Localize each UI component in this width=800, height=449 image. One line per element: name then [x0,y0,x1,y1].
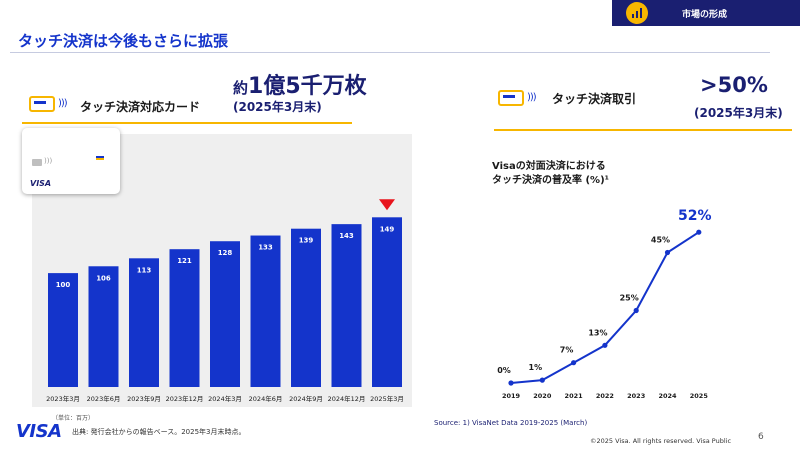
cards-as-of: (2025年3月末) [233,100,322,114]
bar-value-label: 128 [218,249,233,257]
x-tick-label: 2022 [596,392,614,400]
bar-chart: 100 2023年3月 106 2023年6月 113 2023年9月 121 2023年12… [46,199,404,403]
bar-value-label: 139 [299,237,314,245]
bar-value-label: 121 [177,257,192,265]
bar-category-label: 2023年6月 [87,394,121,403]
final-value-label: 52% [678,208,712,224]
source-note: 出典: 発行会社からの報告ベース。2025年3月末時点。 [72,428,246,436]
bar-value-label: 143 [339,232,354,240]
card-icon [498,90,524,106]
bar-value-label: 113 [137,266,152,274]
unit-note: （単位：百万） [52,415,95,422]
cards-underline [22,122,352,124]
bar-category-label: 2023年3月 [46,394,80,403]
data-point [664,249,671,256]
growth-icon [626,2,648,24]
point-value-label: 0% [497,366,511,375]
bar-value-label: 106 [96,274,111,282]
data-point [633,307,639,314]
point-value-label: 25% [620,294,639,303]
bar-category-label: 2024年9月 [289,394,323,403]
point-value-label: 7% [560,346,574,355]
title-divider [10,52,770,53]
line-chart-title: Visaの対面決済における タッチ決済の普及率 (%)¹ [492,160,609,188]
contactless-icon: ))) [527,92,537,103]
x-tick-label: 2025 [690,392,709,400]
card-icon [29,96,55,112]
bar-value-label: 133 [258,244,273,252]
bar-chart-panel: 100 2023年3月 106 2023年6月 113 2023年9月 121 2023年12… [32,134,412,407]
bar-category-label: 2023年12月 [166,394,204,403]
bar-value-label: 100 [56,281,71,289]
contactless-icon: ))) [58,98,68,109]
bar [250,235,281,387]
bar [331,224,362,387]
point-value-label: 1% [529,363,543,372]
line-chart-title-line2: タッチ決済の普及率 (%)¹ [492,175,610,186]
copyright: ©2025 Visa. All rights reserved. Visa Pu… [590,437,732,445]
bar [169,249,200,387]
bar [88,266,119,387]
transactions-label: タッチ決済取引 [552,92,637,106]
section-tag: 市場の形成 [612,0,800,26]
page-number: 6 [758,432,764,442]
bar-category-label: 2024年12月 [328,394,366,403]
x-tick-label: 2021 [565,392,584,400]
bar-category-label: 2024年3月 [208,394,242,403]
point-value-label: 45% [651,236,670,245]
bar-value-label: 149 [380,225,395,233]
point-value-label: 13% [588,328,607,337]
bar [372,217,402,387]
cards-highlight: 約1億5千万枚 [233,68,367,100]
card-chip [32,159,42,166]
data-point [602,342,608,348]
bar-category-label: 2025年3月 [370,394,404,403]
transactions-underline [494,129,792,131]
x-tick-label: 2019 [502,392,521,400]
data-point [696,229,702,235]
data-point [539,377,545,383]
section-tag-label: 市場の形成 [682,9,728,20]
bar [291,228,321,387]
bar-category-label: 2024年6月 [249,394,283,403]
cards-highlight-prefix: 約 [233,79,249,97]
transactions-as-of: (2025年3月末) [694,106,783,120]
visa-logo: VISA [16,421,62,442]
slide-title: タッチ決済は今後もさらに拡張 [18,32,229,50]
line-chart-title-line1: Visaの対面決済における [492,161,606,172]
bar [129,258,159,387]
visa-card-image: ))) VISA [22,128,120,194]
x-tick-label: 2024 [658,392,677,400]
transactions-highlight: >50% [700,73,768,97]
bar [210,241,240,387]
data-point [508,380,514,386]
x-tick-label: 2020 [533,392,552,400]
card-visa-logo: VISA [30,179,52,188]
card-stripe [96,156,104,161]
data-point [571,360,577,366]
bar [48,273,78,387]
source-note-right: Source: 1) VisaNet Data 2019-2025 (March… [434,419,588,427]
cards-label: タッチ決済対応カード [80,100,201,114]
x-tick-label: 2023 [627,392,645,400]
card-contactless-icon: ))) [44,157,53,165]
highlight-marker [379,199,395,211]
bar-category-label: 2023年9月 [127,394,161,403]
cards-highlight-value: 1億5千万枚 [248,74,367,99]
series-line [510,231,700,384]
